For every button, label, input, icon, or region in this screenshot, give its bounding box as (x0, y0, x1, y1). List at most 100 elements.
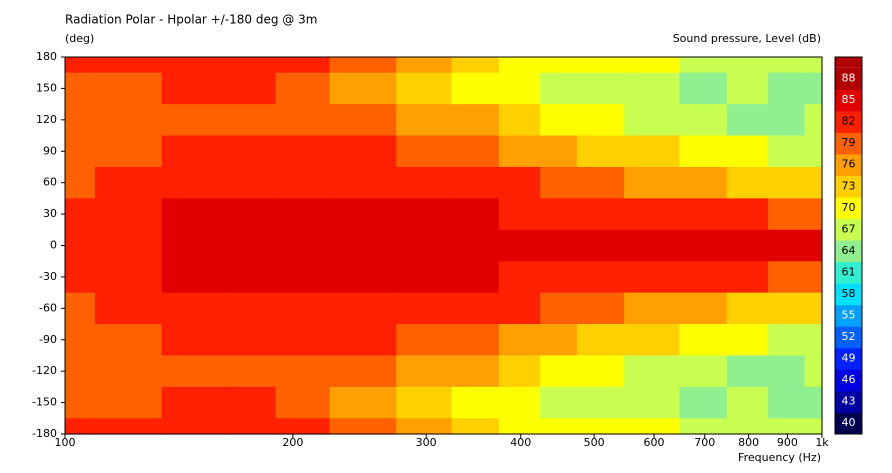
contour-cell (768, 198, 806, 231)
contour-cell (576, 261, 625, 294)
contour-cell (540, 104, 578, 137)
contour-cell (679, 418, 728, 435)
y-tick-label: 60 (43, 176, 57, 189)
contour-cell (329, 355, 397, 388)
contour-cell (804, 198, 823, 231)
contour-cell (396, 104, 453, 137)
contour-cell (768, 166, 806, 199)
y-tick-label: -180 (32, 427, 57, 440)
contour-cell (540, 418, 578, 435)
contour-cell (576, 135, 625, 168)
colorbar-tick-label: 79 (842, 136, 856, 149)
contour-cell (451, 355, 500, 388)
colorbar-tick-label: 73 (842, 179, 856, 192)
contour-cell (624, 324, 680, 357)
contour-cell (161, 72, 229, 105)
contour-cell (540, 292, 578, 325)
contour-cell (94, 324, 163, 357)
colorbar-tick-label: 52 (842, 330, 856, 343)
contour-cell (804, 418, 823, 435)
contour-cell (726, 104, 769, 137)
y-tick-label: -150 (32, 396, 57, 409)
contour-cell (540, 261, 578, 294)
contour-cell (498, 324, 541, 357)
contour-cell (275, 135, 331, 168)
contour-cell (804, 386, 823, 419)
contour-cell (624, 386, 680, 419)
colorbar-tick-label: 85 (842, 93, 856, 106)
contour-cell (65, 229, 96, 262)
contour-cell (624, 166, 680, 199)
colorbar-frame (834, 56, 863, 435)
contour-cell (726, 198, 769, 231)
contour-cell (94, 386, 163, 419)
contour-cell (679, 135, 728, 168)
contour-cell (228, 418, 277, 435)
colorbar-tick-label: 64 (842, 244, 856, 257)
colorbar-band (835, 197, 862, 220)
contour-cell (65, 386, 96, 419)
contour-cell (768, 418, 806, 435)
colorbar-band (835, 240, 862, 263)
contour-cell (576, 104, 625, 137)
contour-cell (498, 198, 541, 231)
contour-cell (498, 386, 541, 419)
y-tick-label: -60 (39, 301, 57, 314)
contour-cell (329, 386, 397, 419)
contour-cell (726, 355, 769, 388)
contour-cell (679, 198, 728, 231)
contour-cell (329, 198, 397, 231)
contour-cell (228, 229, 277, 262)
colorbar-band (835, 369, 862, 392)
colorbar-band (835, 347, 862, 370)
contour-cell (329, 418, 397, 435)
colorbar-band (835, 218, 862, 241)
contour-cell (624, 229, 680, 262)
contour-cell (624, 104, 680, 137)
contour-cell (228, 198, 277, 231)
contour-cell (576, 198, 625, 231)
contour-cell (228, 386, 277, 419)
contour-cell (228, 72, 277, 105)
contour-cell (768, 57, 806, 74)
colorbar-tick-label: 61 (842, 265, 856, 278)
contour-cell (540, 229, 578, 262)
x-tick-label: 200 (282, 436, 303, 449)
contour-cell (94, 104, 163, 137)
contour-cell (94, 57, 163, 74)
contour-cell (540, 166, 578, 199)
contour-cell (576, 292, 625, 325)
contour-cell (768, 104, 806, 137)
contour-cell (540, 57, 578, 74)
contour-cell (329, 261, 397, 294)
contour-cell (275, 198, 331, 231)
y-tick-label: -120 (32, 364, 57, 377)
contour-cell (540, 386, 578, 419)
contour-cell (94, 72, 163, 105)
contour-cell (329, 292, 397, 325)
contour-cell (451, 418, 500, 435)
contour-cell (451, 72, 500, 105)
contour-cell (624, 292, 680, 325)
contour-cell (768, 324, 806, 357)
contour-cell (228, 104, 277, 137)
y-tick-label: -90 (39, 333, 57, 346)
colorbar-top (835, 57, 862, 68)
x-tick-label: 700 (694, 436, 715, 449)
chart-title: Radiation Polar - Hpolar +/-180 deg @ 3m (65, 13, 317, 27)
contour-cell (161, 229, 229, 262)
contour-cell (498, 229, 541, 262)
contour-cell (396, 198, 453, 231)
contour-cell (228, 324, 277, 357)
contour-cell (768, 229, 806, 262)
contour-cell (94, 292, 163, 325)
contour-cell (726, 324, 769, 357)
contour-cell (451, 386, 500, 419)
colorbar-tick-label: 76 (842, 158, 856, 171)
contour-cell (161, 104, 229, 137)
contour-cell (540, 324, 578, 357)
contour-cell (228, 355, 277, 388)
contour-cell (94, 166, 163, 199)
contour-cell (804, 57, 823, 74)
